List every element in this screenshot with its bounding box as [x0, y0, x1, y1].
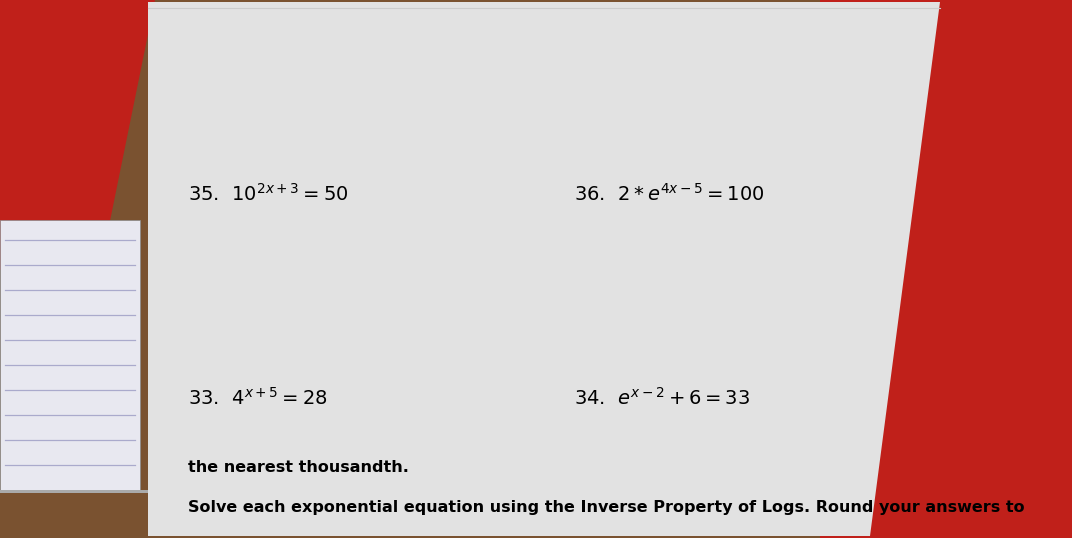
Polygon shape: [820, 0, 1072, 538]
Polygon shape: [12, 490, 152, 493]
Point: [0, 412, 12, 418]
Polygon shape: [9, 490, 149, 493]
Point: [129, 387, 142, 393]
Point: [934, 5, 947, 11]
Point: [0, 387, 12, 393]
Point: [129, 462, 142, 468]
Text: 35.  $10^{2x+3} = 50$: 35. $10^{2x+3} = 50$: [188, 183, 348, 205]
Point: [0, 312, 12, 318]
Point: [142, 5, 154, 11]
Point: [0, 437, 12, 443]
Point: [129, 362, 142, 368]
Point: [0, 337, 12, 343]
Text: 36.  $2 * e^{4x-5} = 100$: 36. $2 * e^{4x-5} = 100$: [574, 183, 764, 205]
Point: [0, 262, 12, 268]
Polygon shape: [148, 2, 940, 536]
Point: [129, 437, 142, 443]
Point: [129, 262, 142, 268]
Point: [129, 237, 142, 243]
Text: Solve each exponential equation using the Inverse Property of Logs. Round your a: Solve each exponential equation using th…: [188, 500, 1024, 515]
Point: [0, 237, 12, 243]
Point: [129, 312, 142, 318]
Text: the nearest thousandth.: the nearest thousandth.: [188, 460, 408, 475]
Polygon shape: [3, 490, 143, 493]
Polygon shape: [0, 0, 155, 270]
Text: 34.  $e^{x-2} + 6 = 33$: 34. $e^{x-2} + 6 = 33$: [574, 387, 749, 409]
Point: [129, 337, 142, 343]
Point: [0, 462, 12, 468]
Point: [0, 362, 12, 368]
Point: [129, 412, 142, 418]
Polygon shape: [6, 490, 146, 493]
Text: 33.  $4^{x+5} = 28$: 33. $4^{x+5} = 28$: [188, 387, 327, 409]
Polygon shape: [0, 220, 140, 490]
Point: [0, 287, 12, 293]
Polygon shape: [0, 490, 140, 493]
Point: [129, 287, 142, 293]
